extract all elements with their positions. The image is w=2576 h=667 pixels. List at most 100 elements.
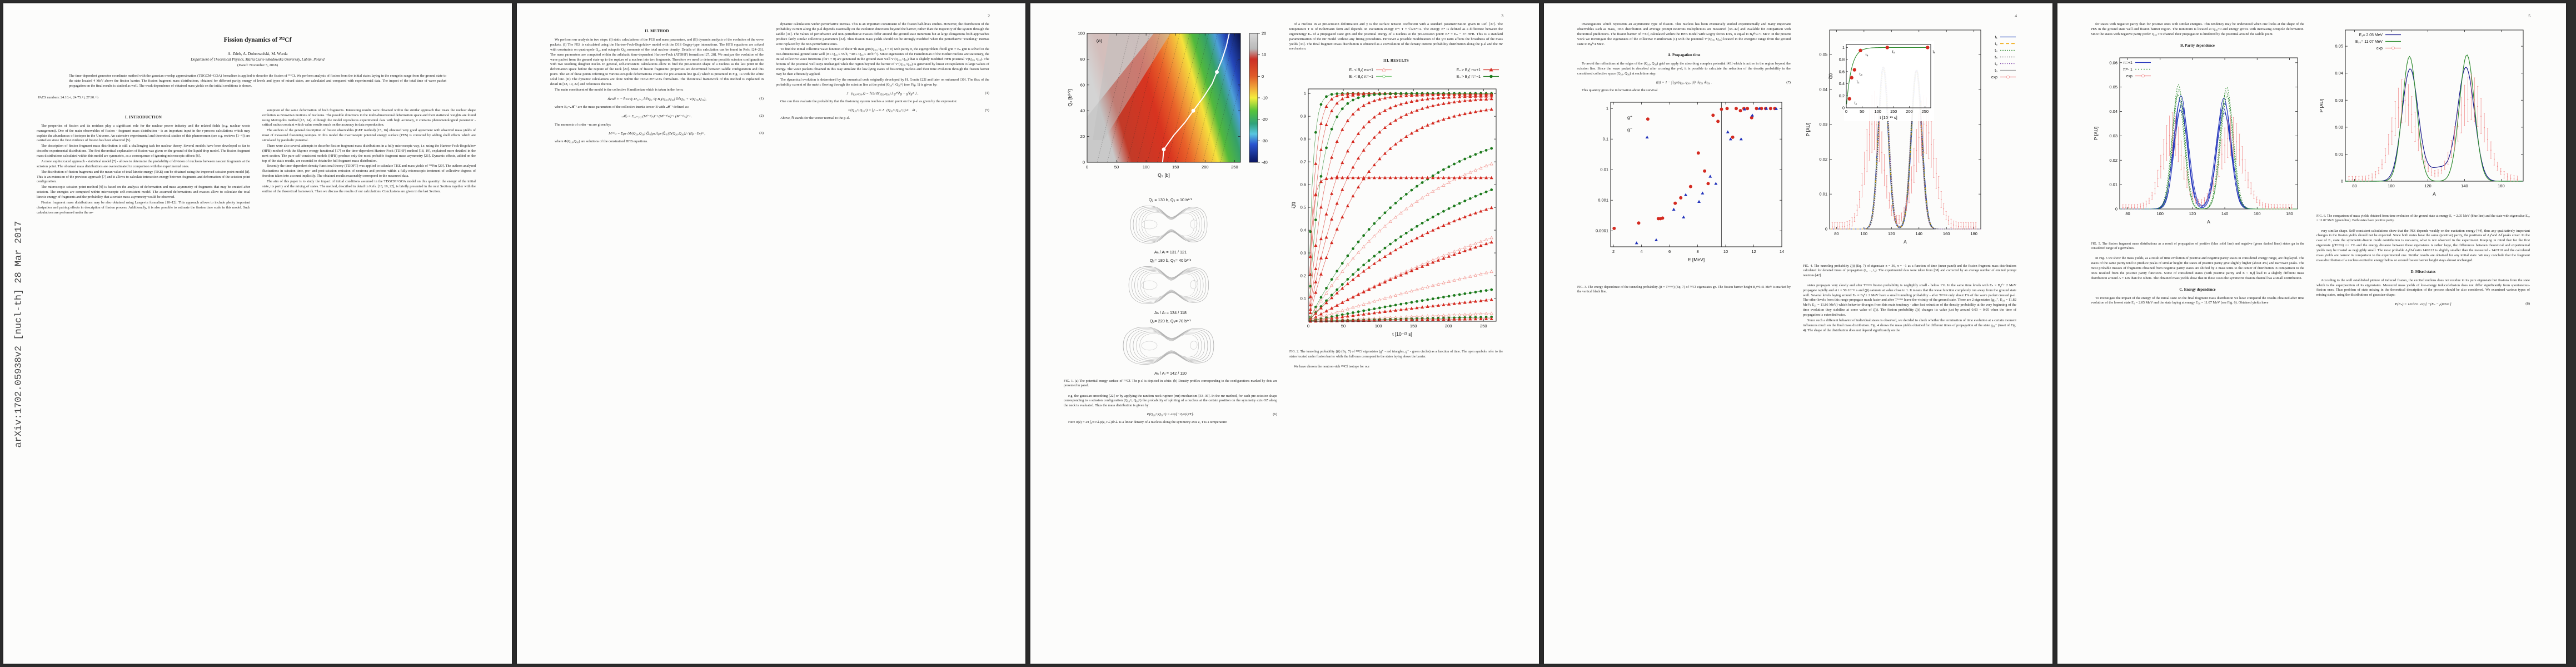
figure-1-caption: FIG. 1. (a) The potential energy surface… [1064,380,1277,388]
svg-text:t₂: t₂ [1857,79,1860,84]
paragraph: The main constituent of the model is the… [555,87,684,92]
svg-text:180: 180 [2286,211,2293,216]
svg-text:80: 80 [2352,183,2356,188]
svg-text:120: 120 [1888,231,1895,236]
p1-col1: I. INTRODUCTION The properties of fissio… [37,108,250,216]
svg-text:0: 0 [1086,165,1088,170]
svg-text:P [AU]: P [AU] [2319,99,2324,112]
energy-dependence-plot: 2 4 6 8 10 12 14 1 0.1 0.01 0.001 0.0001 E [MeV] g⁺ g⁻ [1596,102,1784,262]
svg-text:A: A [2207,219,2210,225]
svg-text:0: 0 [2341,179,2343,184]
svg-text:50: 50 [1341,323,1346,328]
nucleus-shape-icon [1123,327,1214,365]
svg-text:100: 100 [1375,323,1382,328]
paragraph: To find the initial collective wave func… [776,47,989,76]
svg-text:0: 0 [1825,227,1827,232]
svg-text:20: 20 [1080,134,1085,139]
p2-col1: II. METHOD We perform our analysis in tw… [550,22,764,145]
svg-text:t₆: t₆ [1932,49,1935,54]
svg-text:(a): (a) [1097,38,1103,43]
paper-title: Fission dynamics of ²⁵²Cf [223,37,292,43]
page-3: 3 0 50 100 150 200 250 0 20 40 60 80 100 Q₂ [b] Q₃ [b… [1030,3,1539,664]
svg-text:2: 2 [1612,249,1615,254]
paragraph: The description of fission fragment mass… [37,144,250,158]
svg-text:0.4: 0.4 [1301,228,1306,233]
svg-text:0.04: 0.04 [2335,71,2343,76]
page-number: 3 [1501,13,1503,18]
svg-text:140: 140 [2461,183,2468,188]
svg-text:20: 20 [1262,31,1266,36]
svg-text:160: 160 [2498,183,2505,188]
p4-col1: investigations which represents an asymm… [1577,22,1791,334]
figure-6-compare-plot: 80 100 120 140 160 0 0.01 0.02 0.03 0.04 0.05 A P [A… [2316,24,2530,211]
paper-affiliation: Department of Theoretical Physics, Maria… [191,58,325,62]
svg-text:g⁺: g⁺ [1627,115,1632,120]
svg-text:t₄: t₄ [1866,52,1869,57]
figure-5-legend: π=+1 π=- 1 exp [2123,60,2151,79]
svg-text:160: 160 [2254,211,2261,216]
svg-text:0.01: 0.01 [1819,192,1827,197]
svg-text:140: 140 [1915,231,1922,236]
paragraph: The microscopic scission point method [9… [37,185,250,200]
parity-mass-plot: 80 100 120 140 160 180 0 0.01 0.02 0.03 0.04 0.05 0.… [2093,57,2298,225]
svg-text:0.8: 0.8 [1839,57,1845,62]
svg-text:0.05: 0.05 [2109,84,2117,89]
svg-text:0.06: 0.06 [2109,60,2117,65]
svg-text:0.04: 0.04 [1819,87,1827,92]
svg-text:0.6: 0.6 [1839,69,1845,74]
paragraph: sumption of the same deformation of both… [262,108,476,127]
figure-2-caption: FIG. 2. The tunneling probability ζ(t) (… [1289,350,1503,359]
svg-text:140: 140 [2221,211,2229,216]
subsection-parity-dependence: B. Parity dependence [2180,43,2215,48]
svg-text:0.05: 0.05 [1819,52,1827,57]
subsection-energy-dependence: C. Energy dependence [2179,287,2216,292]
svg-text:0.03: 0.03 [2335,98,2343,103]
equation-4: J⃗(q₂₀,q₃₀,t) = ℏ⁄2i B(q₂₀,q₃₀) [ g*∇g −… [846,91,989,96]
svg-text:1: 1 [1304,91,1306,96]
figure-4-mass-plot: 80 100 120 140 160 180 0 0.01 0.02 0.03 0.04 0.05 A P… [1803,24,2016,261]
p4-col2: 80 100 120 140 160 180 0 0.01 0.02 0.03 0.04 0.05 A P… [1803,22,2016,334]
svg-text:0: 0 [1083,160,1085,165]
paragraph: We have chosen the neutron-rich ²⁵²Cf is… [1294,364,1370,369]
svg-text:0.7: 0.7 [1301,160,1306,165]
svg-text:200: 200 [1202,165,1209,170]
svg-text:ζ(t): ζ(t) [1828,73,1833,79]
svg-text:0.03: 0.03 [2109,133,2117,138]
svg-text:-40: -40 [1262,160,1268,165]
svg-text:40: 40 [1080,108,1085,113]
figure-3-caption: FIG. 3. The energy dependence of the tun… [1577,285,1791,294]
equation-7: ζ(t) = 1 − ∫ |gπ(q₂₀, q₃₀, t)|² dq₂₀ dq₃… [1656,81,1791,84]
paragraph: Fission fragment mass distributions may … [37,200,250,215]
svg-text:0.4: 0.4 [1839,81,1845,86]
page-number: 4 [2015,13,2017,18]
svg-text:150: 150 [1890,109,1897,114]
figure-3-scatter: 2 4 6 8 10 12 14 1 0.1 0.01 0.001 0.0001 E [MeV] g⁺ g⁻ [1577,96,1791,282]
svg-text:-10: -10 [1262,96,1268,101]
legend-entry: Eₙ > B𝒻, π=−1 [1400,74,1499,80]
paragraph: of a nucleus in at pre-scission deformat… [1289,22,1503,51]
svg-text:t [10⁻²¹ s]: t [10⁻²¹ s] [1880,115,1897,120]
figure-2-legend: Eₙ < B𝒻, π=+1 Eₙ > B𝒻, π=+1 Eₙ < B𝒻, π=−… [1293,67,1499,80]
svg-text:80: 80 [1080,57,1085,62]
p2-col2: dynamic calculations within perturbative… [776,22,989,145]
svg-text:0.9: 0.9 [1301,114,1306,119]
svg-text:t₅: t₅ [1892,49,1895,54]
svg-text:1: 1 [1842,45,1845,50]
svg-text:t [10⁻²¹ s]: t [10⁻²¹ s] [1392,331,1412,337]
paragraph: We perform our analysis in two steps: (I… [550,38,764,86]
paragraph: The dynamical evolution is determined by… [776,77,989,87]
energy-compare-plot: 80 100 120 140 160 0 0.01 0.02 0.03 0.04 0.05 A P [A… [2319,29,2524,197]
figure-5-parity-plot: 80 100 120 140 160 180 0 0.01 0.02 0.03 0.04 0.05 0.… [2091,52,2304,238]
figure-6-caption: FIG. 6. The comparison of mass yields ob… [2316,215,2530,223]
paragraph: To avoid the reflections at the edges of… [1577,62,1791,76]
svg-text:A: A [2433,191,2436,197]
svg-text:80: 80 [2125,211,2130,216]
svg-text:t₃: t₃ [1860,72,1862,77]
paragraph: dynamic calculations within perturbative… [776,22,989,46]
pacs-numbers: PACS numbers: 24.10.-i, 24.75.+i, 27.90.… [38,95,99,99]
svg-text:0.3: 0.3 [1301,251,1306,256]
svg-text:0.01: 0.01 [2109,182,2117,187]
paragraph: states propagate very slowly and after T… [1803,283,2016,317]
